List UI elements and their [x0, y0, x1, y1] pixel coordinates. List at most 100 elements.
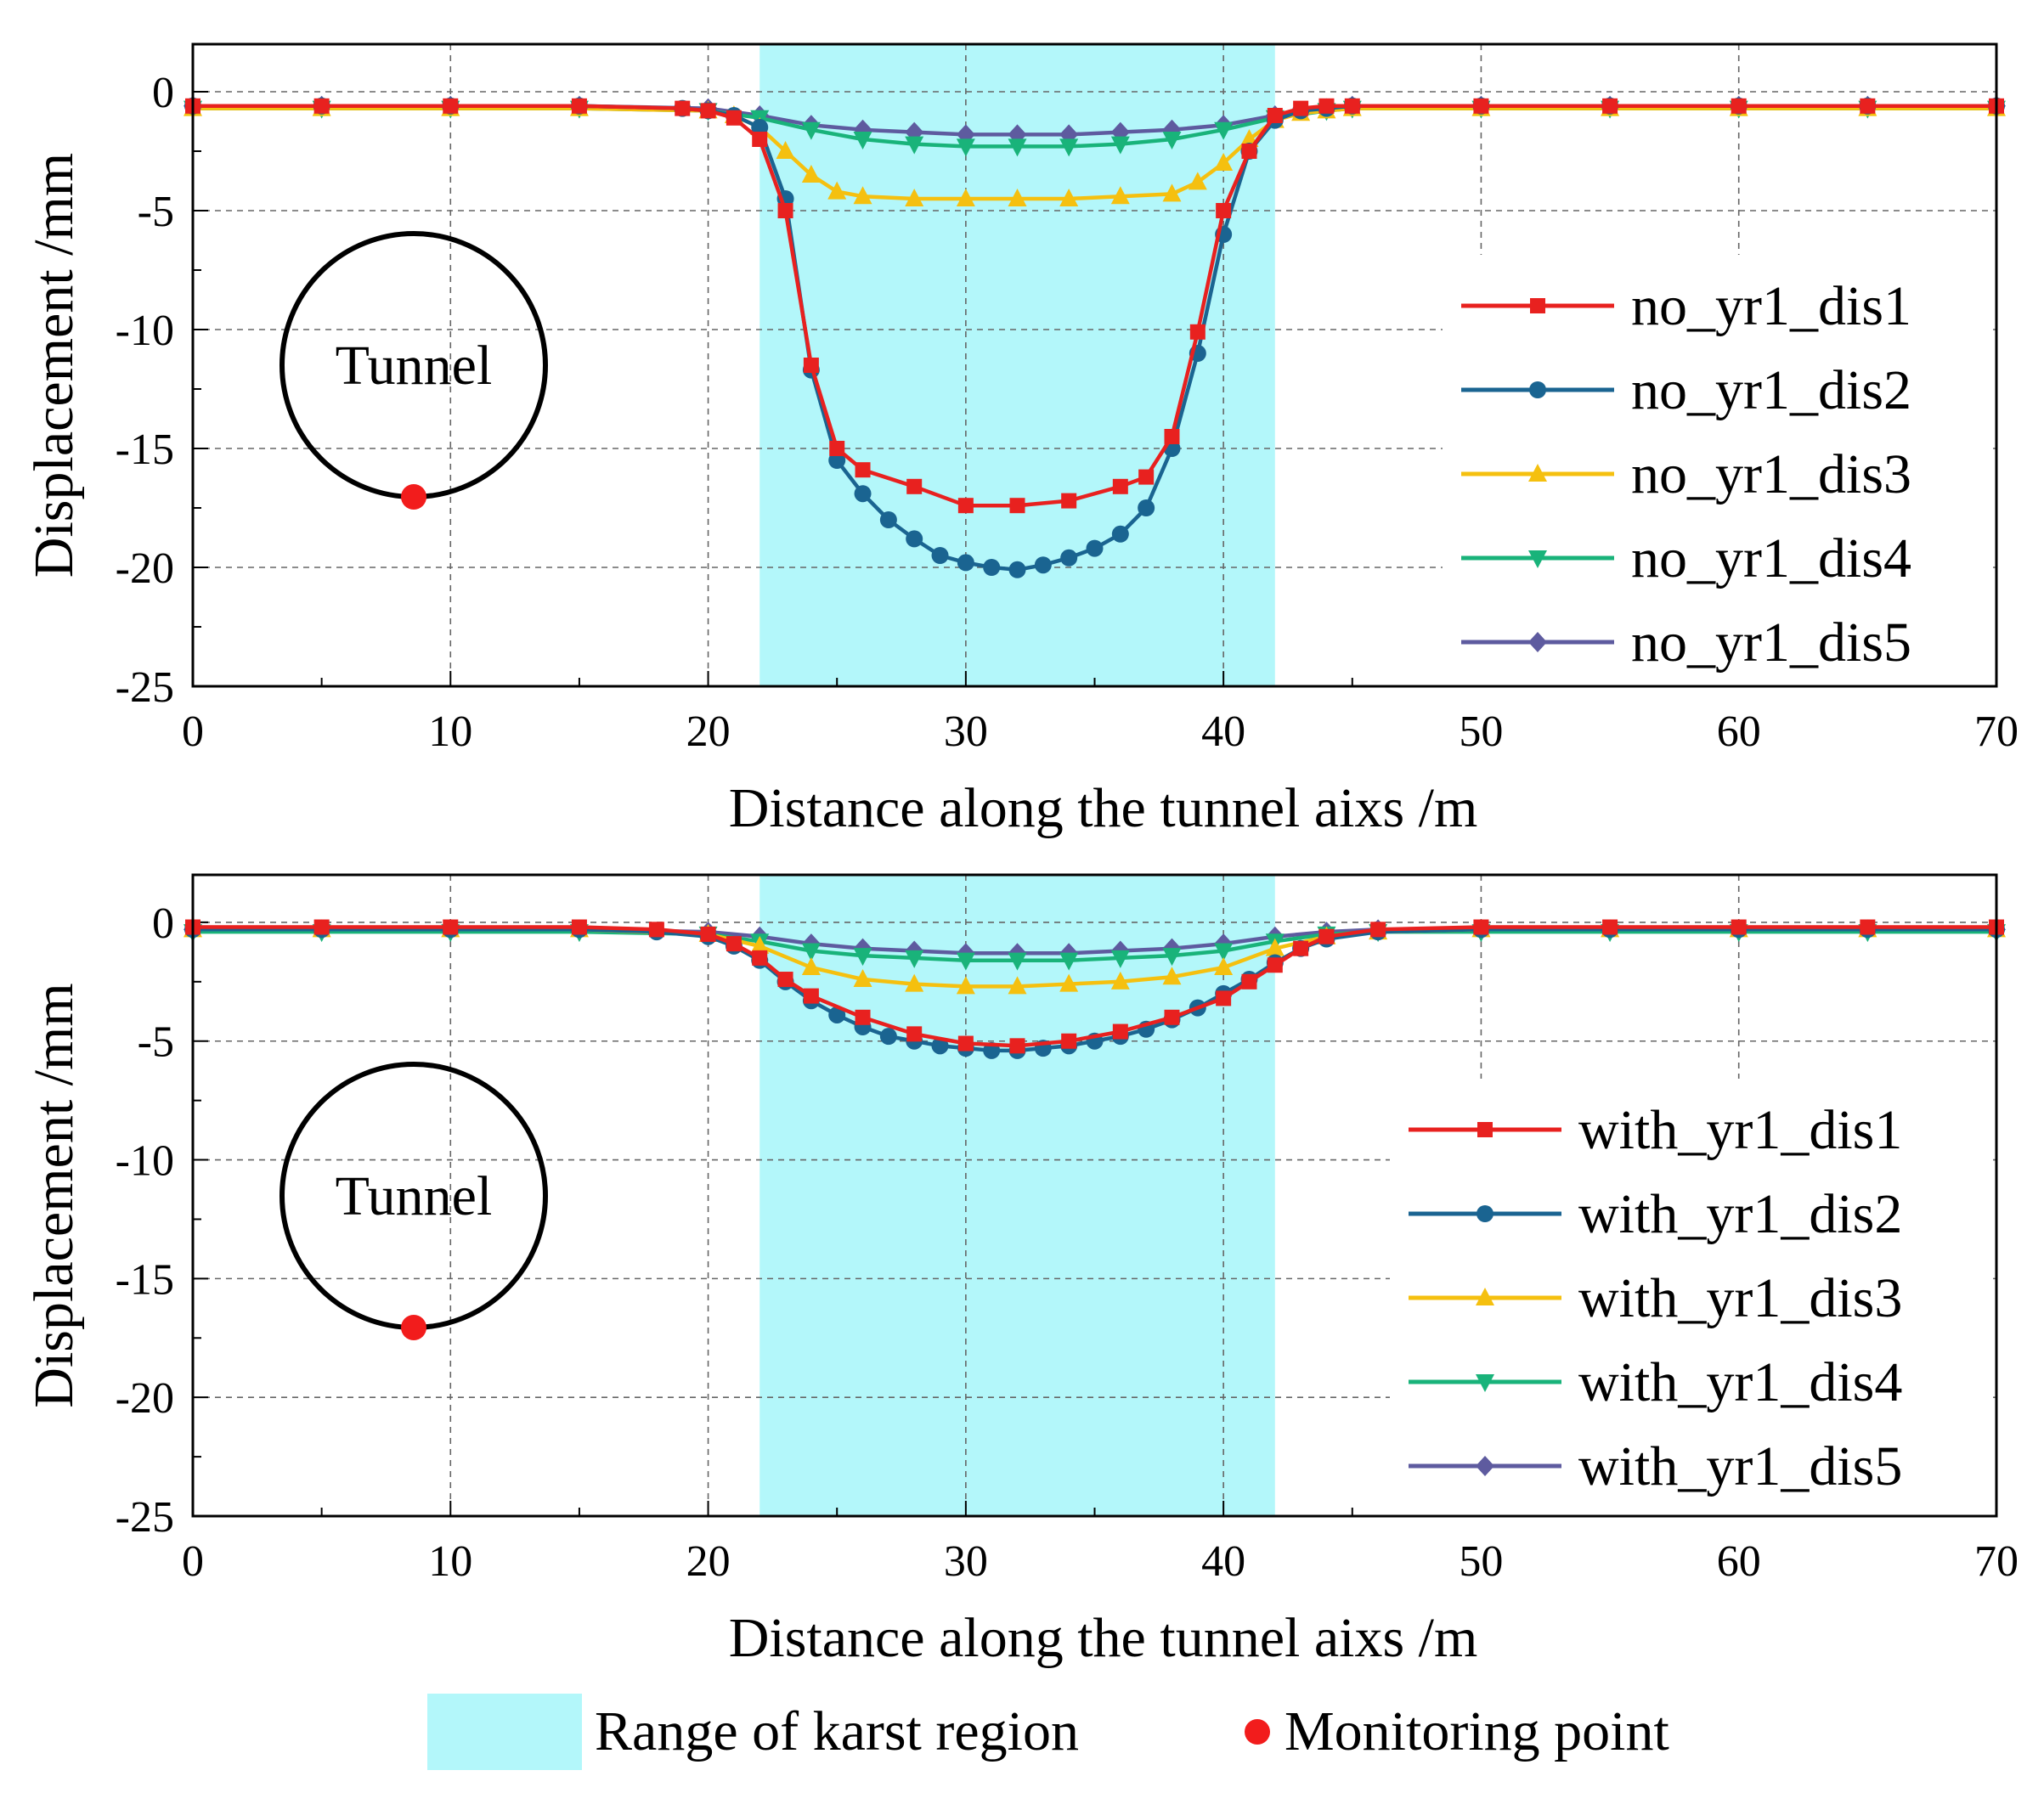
x-axis-title: Distance along the tunnel aixs /m [729, 777, 1478, 839]
monitoring-point [401, 484, 426, 510]
y-tick-label: -10 [116, 1137, 174, 1186]
data-point [803, 988, 819, 1004]
data-point [1061, 493, 1077, 509]
data-point [1530, 298, 1545, 313]
monitoring-point-label: Monitoring point [1285, 1700, 1669, 1762]
data-point [1009, 498, 1025, 514]
y-tick-label: -5 [138, 1018, 174, 1067]
monitoring-point [401, 1315, 426, 1340]
data-point [855, 462, 871, 478]
x-tick-label: 50 [1459, 708, 1503, 756]
data-point [1214, 943, 1234, 961]
data-point [1008, 952, 1027, 971]
x-tick-label: 0 [182, 1537, 204, 1586]
data-point [1476, 1374, 1494, 1392]
data-point [1164, 1009, 1180, 1025]
data-point [1214, 153, 1234, 171]
data-point [1009, 1038, 1025, 1054]
data-point [675, 100, 691, 116]
data-point [1528, 550, 1547, 568]
legend-label: no_yr1_dis3 [1631, 443, 1911, 505]
series-no_yr1_dis1 [185, 98, 2004, 514]
bottom-legend: Range of karst region Monitoring point [427, 1694, 1669, 1770]
data-point [1529, 381, 1546, 398]
y-axis-title: Displacement /mm [23, 983, 85, 1407]
data-point [956, 189, 975, 206]
data-point [853, 186, 872, 205]
data-point [750, 935, 770, 954]
data-point [1110, 971, 1130, 990]
y-axis-title: Displacement /mm [23, 153, 85, 578]
data-point [801, 957, 821, 976]
data-point [1086, 539, 1104, 557]
data-point [777, 203, 793, 218]
legend-label: with_yr1_dis5 [1578, 1435, 1902, 1497]
x-tick-label: 40 [1201, 708, 1245, 756]
data-point [1265, 938, 1285, 956]
data-point [879, 1028, 897, 1046]
y-tick-label: 0 [152, 69, 174, 117]
x-tick-label: 70 [1974, 1537, 2019, 1586]
data-point [1214, 957, 1234, 976]
series-legend: with_yr1_dis1 with_yr1_dis2 with_yr1_dis3w… [1390, 1079, 1993, 1516]
data-point [854, 485, 872, 503]
data-point [1112, 478, 1128, 494]
data-point [443, 98, 459, 114]
x-tick-label: 20 [686, 708, 731, 756]
top-chart-panel: 0 10 20 30 40 50 60 70 0 -5 -10 -15 -20 -25 Distance a… [23, 42, 2019, 839]
data-point [700, 103, 716, 119]
data-point [1860, 98, 1876, 114]
x-tick-label: 30 [944, 1537, 988, 1586]
bottom-chart-panel: 0 10 20 30 40 50 60 70 0 -5 -10 -15 -20 -25 Distance a… [23, 873, 2019, 1669]
y-tick-label: -20 [116, 544, 174, 593]
x-tick-label: 70 [1974, 708, 2019, 756]
legend-label: no_yr1_dis2 [1631, 359, 1911, 421]
data-point [906, 530, 923, 548]
legend-label: no_yr1_dis5 [1631, 612, 1911, 674]
data-point [828, 1006, 846, 1023]
y-tick-label: -15 [116, 426, 174, 474]
data-point [827, 181, 847, 200]
data-point [853, 132, 872, 149]
data-point [700, 926, 716, 942]
data-point [726, 110, 742, 126]
y-tick-label: -20 [116, 1374, 174, 1423]
legend-label: with_yr1_dis3 [1578, 1267, 1902, 1329]
data-point [1138, 499, 1155, 516]
data-point [905, 136, 924, 155]
x-tick-label: 30 [944, 708, 988, 756]
y-tick-label: -15 [116, 1255, 174, 1304]
data-point [803, 358, 819, 373]
data-point [1112, 1023, 1128, 1040]
plot-frame [191, 42, 1998, 688]
y-tick-label: -25 [116, 1493, 174, 1542]
x-axis-title: Distance along the tunnel aixs /m [729, 1607, 1478, 1669]
data-point [1008, 189, 1027, 206]
data-point [752, 132, 768, 147]
data-point [1188, 172, 1207, 190]
data-point [1477, 1205, 1493, 1222]
data-point [571, 98, 587, 114]
data-point [1216, 203, 1232, 218]
y-tick-label: -10 [116, 307, 174, 355]
data-point [443, 919, 459, 935]
data-point [983, 559, 1001, 576]
data-point [1216, 990, 1232, 1006]
data-point [1344, 98, 1360, 114]
data-point [1602, 919, 1618, 935]
data-point [1318, 98, 1335, 114]
x-tick-label: 0 [182, 708, 204, 756]
karst-region-label: Range of karst region [595, 1700, 1079, 1762]
data-point [905, 189, 924, 206]
legend-label: no_yr1_dis1 [1631, 275, 1911, 337]
data-point [1059, 952, 1079, 971]
data-point [1293, 100, 1309, 116]
data-point [829, 441, 845, 456]
data-point [1189, 324, 1206, 340]
data-point [1034, 556, 1052, 574]
data-point [1059, 189, 1079, 206]
data-point [313, 98, 330, 114]
data-point [1731, 98, 1747, 114]
x-tick-label: 20 [686, 1537, 731, 1586]
